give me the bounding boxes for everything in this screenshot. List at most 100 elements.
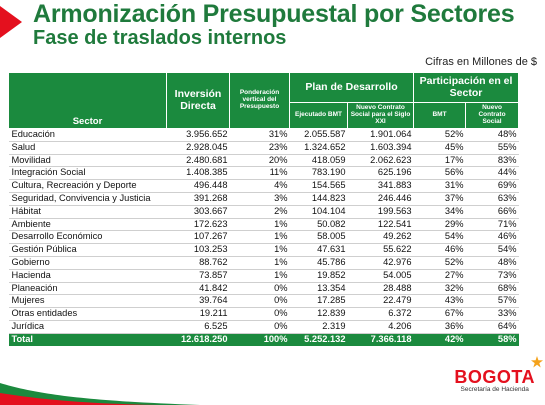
cell-sector: Educación bbox=[8, 128, 167, 142]
star-icon bbox=[531, 356, 543, 368]
budget-table: Sector Inversión Directa Ponderación ver… bbox=[8, 72, 520, 346]
cell-inversion: 2.480.681 bbox=[166, 154, 230, 168]
cell-part-nuevo: 54% bbox=[465, 243, 519, 257]
cell-nuevo: 1.901.064 bbox=[347, 128, 414, 142]
cell-inversion: 391.268 bbox=[166, 192, 230, 206]
cell-sector: Seguridad, Convivencia y Justicia bbox=[8, 192, 167, 206]
cell-nuevo: 199.563 bbox=[347, 205, 414, 219]
cell-sector: Otras entidades bbox=[8, 307, 167, 321]
table-row: Seguridad, Convivencia y Justicia 391.268… bbox=[8, 192, 519, 206]
cell-ponderacion: 1% bbox=[229, 256, 290, 270]
cell-nuevo: 2.062.623 bbox=[347, 154, 414, 168]
cell-inversion: 12.618.250 bbox=[166, 333, 230, 346]
cell-part-bmt: 29% bbox=[413, 218, 466, 232]
cell-ponderacion: 100% bbox=[229, 333, 290, 346]
table-row: Integración Social 1.408.385 11% 783.190 625… bbox=[8, 166, 519, 181]
cell-part-bmt: 31% bbox=[413, 179, 466, 193]
cell-part-bmt: 34% bbox=[413, 205, 466, 219]
cell-sector: Cultura, Recreación y Deporte bbox=[8, 179, 167, 193]
cell-ejecutado: 2.319 bbox=[289, 320, 348, 334]
header-nuevo: Nuevo Contrato Social para el Siglo XXI bbox=[346, 102, 415, 129]
table-row: Otras entidades 19.211 0% 12.839 6.372 67% 33% bbox=[8, 307, 519, 321]
cell-inversion: 496.448 bbox=[166, 179, 230, 193]
cell-sector: Planeación bbox=[8, 282, 167, 296]
cell-part-nuevo: 73% bbox=[465, 269, 519, 283]
cell-sector: Hábitat bbox=[8, 205, 167, 219]
cell-part-nuevo: 64% bbox=[465, 320, 519, 334]
cell-inversion: 172.623 bbox=[166, 218, 230, 232]
cell-ejecutado: 45.786 bbox=[289, 256, 348, 270]
cell-ponderacion: 31% bbox=[229, 128, 290, 142]
cell-ejecutado: 104.104 bbox=[289, 205, 348, 219]
cell-ejecutado: 19.852 bbox=[289, 269, 348, 283]
cell-ejecutado: 418.059 bbox=[289, 154, 348, 168]
cell-part-nuevo: 48% bbox=[465, 256, 519, 270]
cell-ponderacion: 2% bbox=[229, 205, 290, 219]
cell-inversion: 73.857 bbox=[166, 269, 230, 283]
table-row: Hacienda 73.857 1% 19.852 54.005 27% 73% bbox=[8, 269, 519, 283]
logo-name: BOGOTA bbox=[454, 367, 535, 387]
cell-nuevo: 54.005 bbox=[347, 269, 414, 283]
cell-part-bmt: 45% bbox=[413, 141, 466, 155]
table-row: Educación 3.956.652 31% 2.055.587 1.901.064 5… bbox=[8, 128, 519, 142]
cell-nuevo: 7.366.118 bbox=[347, 333, 414, 346]
cell-sector: Hacienda bbox=[8, 269, 167, 283]
cell-ejecutado: 50.082 bbox=[289, 218, 348, 232]
cell-sector: Jurídica bbox=[8, 320, 167, 334]
cell-nuevo: 625.196 bbox=[347, 166, 414, 181]
table-row: Desarrollo Económico 107.267 1% 58.005 49.26… bbox=[8, 230, 519, 245]
cell-ejecutado: 144.823 bbox=[289, 192, 348, 206]
cell-part-bmt: 42% bbox=[413, 333, 466, 346]
cell-ejecutado: 5.252.132 bbox=[289, 333, 348, 346]
cell-ejecutado: 12.839 bbox=[289, 307, 348, 321]
bogota-logo: BOGOTA Secretaría de Hacienda bbox=[454, 367, 535, 393]
cell-part-bmt: 54% bbox=[413, 230, 466, 245]
cell-ejecutado: 58.005 bbox=[289, 230, 348, 245]
cell-sector: Ambiente bbox=[8, 218, 167, 232]
header-inversion: Inversión Directa bbox=[166, 72, 230, 129]
cell-inversion: 6.525 bbox=[166, 320, 230, 334]
header-ponderacion: Ponderación vertical del Presupuesto bbox=[229, 72, 290, 129]
table-row: Gestión Pública 103.253 1% 47.631 55.622 46% 5… bbox=[8, 243, 519, 257]
header-sector: Sector bbox=[8, 72, 167, 129]
cell-part-nuevo: 58% bbox=[465, 333, 519, 346]
cell-ponderacion: 0% bbox=[229, 307, 290, 321]
cell-inversion: 19.211 bbox=[166, 307, 230, 321]
cell-part-bmt: 56% bbox=[413, 166, 466, 181]
logo-subtitle: Secretaría de Hacienda bbox=[460, 386, 529, 393]
cell-part-bmt: 32% bbox=[413, 282, 466, 296]
cell-sector: Desarrollo Económico bbox=[8, 230, 167, 245]
cell-part-nuevo: 68% bbox=[465, 282, 519, 296]
cell-part-bmt: 52% bbox=[413, 128, 466, 142]
table-row: Planeación 41.842 0% 13.354 28.488 32% 68% bbox=[8, 282, 519, 296]
cell-inversion: 103.253 bbox=[166, 243, 230, 257]
cell-ejecutado: 1.324.652 bbox=[289, 141, 348, 155]
cell-part-bmt: 43% bbox=[413, 294, 466, 309]
cell-part-nuevo: 55% bbox=[465, 141, 519, 155]
table-row: Hábitat 303.667 2% 104.104 199.563 34% 66% bbox=[8, 205, 519, 219]
cell-nuevo: 122.541 bbox=[347, 218, 414, 232]
decorative-wave bbox=[0, 383, 200, 405]
cell-ponderacion: 1% bbox=[229, 243, 290, 257]
cell-inversion: 303.667 bbox=[166, 205, 230, 219]
cell-part-nuevo: 33% bbox=[465, 307, 519, 321]
cell-sector: Gobierno bbox=[8, 256, 167, 270]
cell-ejecutado: 13.354 bbox=[289, 282, 348, 296]
cell-ponderacion: 1% bbox=[229, 269, 290, 283]
cell-part-nuevo: 63% bbox=[465, 192, 519, 206]
cell-ejecutado: 2.055.587 bbox=[289, 128, 348, 142]
table-row: Ambiente 172.623 1% 50.082 122.541 29% 71% bbox=[8, 218, 519, 232]
header-part-nuevo: Nuevo Contrato Social bbox=[465, 102, 520, 129]
cell-ejecutado: 154.565 bbox=[289, 179, 348, 193]
cell-ponderacion: 4% bbox=[229, 179, 290, 193]
cell-sector: Mujeres bbox=[8, 294, 167, 309]
cell-sector: Total bbox=[8, 333, 167, 346]
table-row: Mujeres 39.764 0% 17.285 22.479 43% 57% bbox=[8, 294, 519, 309]
cell-ponderacion: 23% bbox=[229, 141, 290, 155]
cell-part-bmt: 46% bbox=[413, 243, 466, 257]
cell-part-bmt: 27% bbox=[413, 269, 466, 283]
cell-part-bmt: 17% bbox=[413, 154, 466, 168]
cell-part-nuevo: 71% bbox=[465, 218, 519, 232]
cell-inversion: 1.408.385 bbox=[166, 166, 230, 181]
cell-ponderacion: 0% bbox=[229, 320, 290, 334]
